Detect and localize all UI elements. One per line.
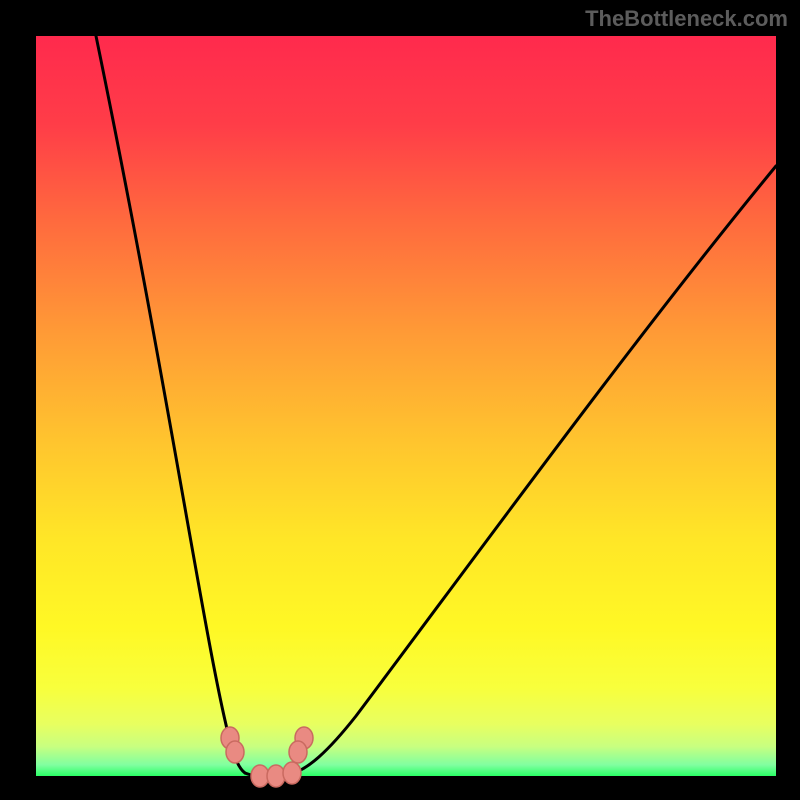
data-marker [289,741,307,763]
plot-area [36,36,776,776]
watermark-text: TheBottleneck.com [585,6,788,32]
data-marker [267,765,285,787]
marker-group [221,727,313,787]
data-marker [226,741,244,763]
curve-left-branch [96,36,245,773]
curve-right-branch [294,166,776,773]
data-marker [283,762,301,784]
curve-layer [36,36,776,776]
chart-container: TheBottleneck.com [0,0,800,800]
